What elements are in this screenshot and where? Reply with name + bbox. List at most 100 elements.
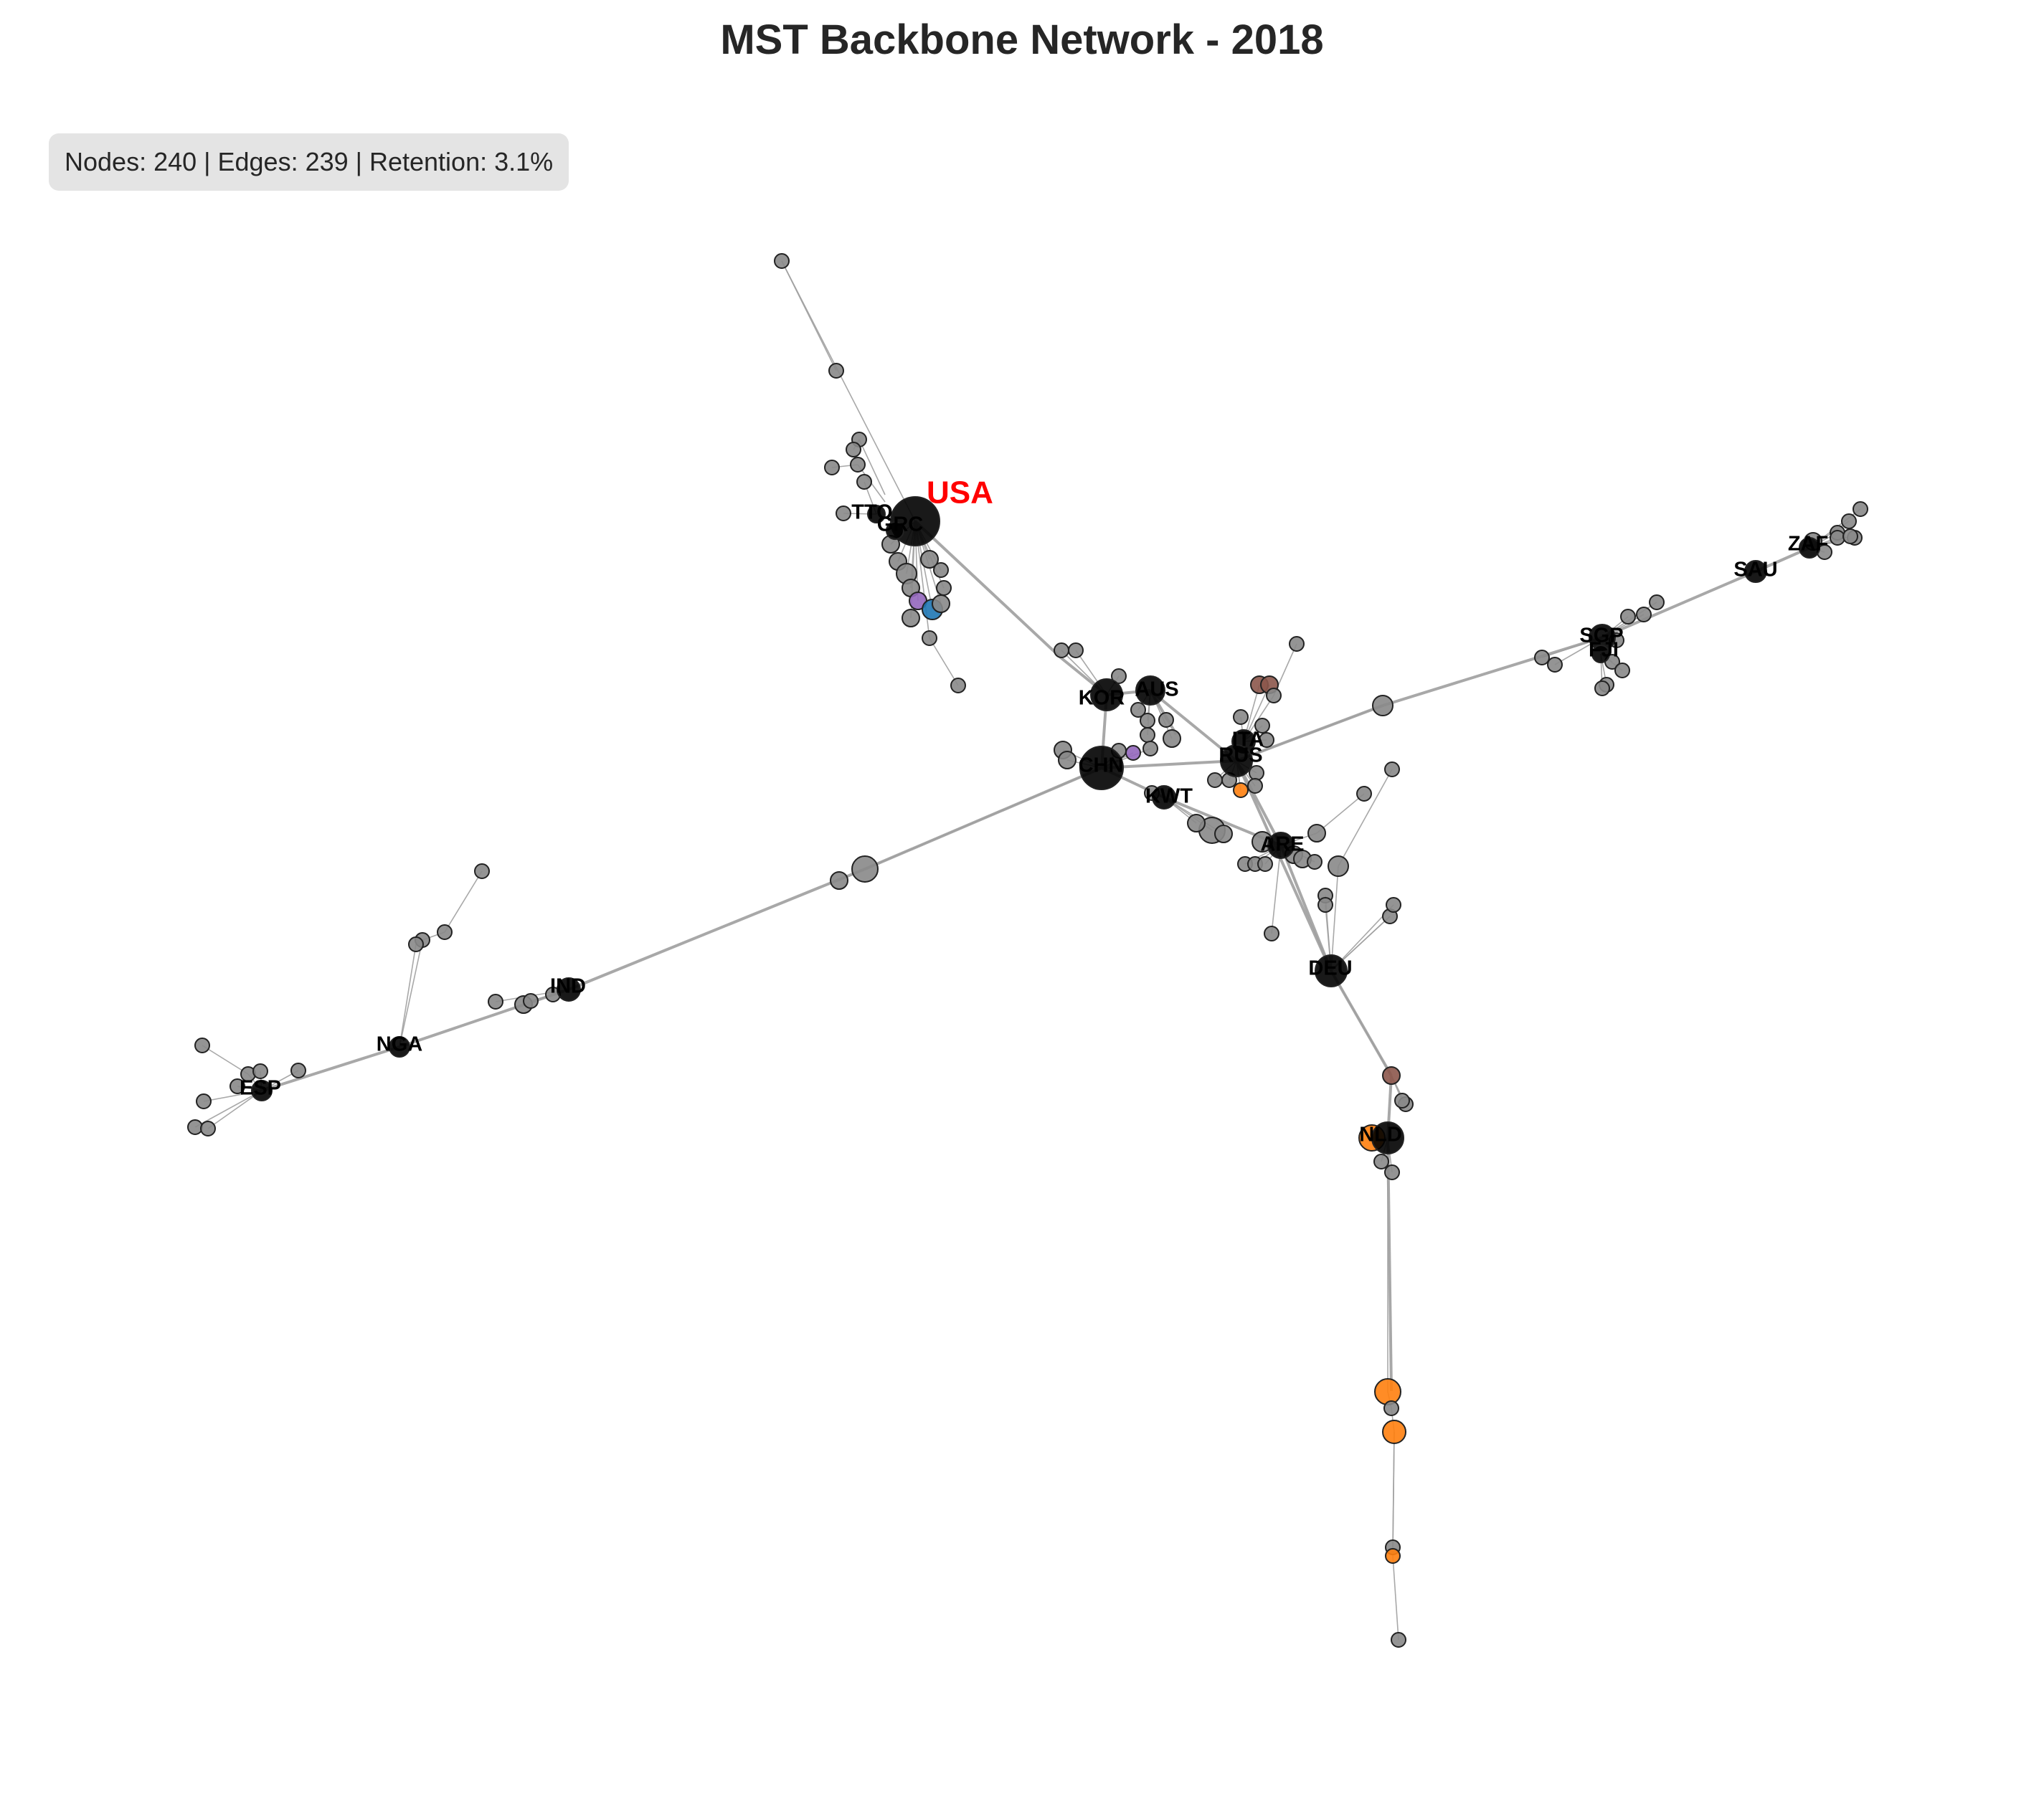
edge-layer	[194, 260, 1861, 1641]
node	[828, 363, 844, 379]
node-tto	[867, 505, 886, 523]
node-label-ita: ITA	[1232, 728, 1264, 751]
node	[920, 550, 939, 569]
node-deu	[1315, 954, 1348, 987]
node	[1384, 761, 1400, 777]
edge-minor	[781, 260, 916, 522]
node	[1111, 668, 1127, 684]
edge-backbone	[1101, 759, 1237, 769]
edge-backbone	[1279, 845, 1333, 972]
node-fji	[1591, 645, 1610, 663]
node	[902, 609, 920, 627]
node	[1534, 650, 1550, 665]
edge-minor	[207, 1090, 262, 1129]
edge-minor	[781, 260, 837, 371]
node-label-rus: RUS	[1219, 744, 1262, 767]
node	[1207, 772, 1223, 788]
node-sau	[1744, 560, 1767, 583]
node	[1187, 814, 1206, 832]
node-zaf	[1799, 537, 1820, 559]
node-kor	[1090, 678, 1123, 711]
node-label-zaf: ZAF	[1788, 533, 1828, 556]
node-label-chn: CHN	[1079, 754, 1124, 777]
node	[1257, 856, 1273, 872]
node	[194, 1038, 210, 1053]
edge-backbone	[1330, 970, 1393, 1076]
node-layer	[187, 253, 1868, 1648]
node-ind	[557, 977, 581, 1002]
node	[1259, 732, 1274, 748]
node	[836, 506, 851, 521]
node	[488, 994, 503, 1010]
node	[1649, 594, 1665, 610]
edge-minor	[444, 870, 483, 933]
edge-backbone	[568, 868, 866, 991]
node	[851, 855, 879, 883]
edge-backbone	[261, 1045, 400, 1092]
node	[1317, 897, 1333, 913]
highlight-label: USA	[927, 475, 993, 511]
node	[1547, 657, 1563, 673]
node-label-fji: FJI	[1589, 639, 1619, 662]
node	[1356, 786, 1372, 802]
node	[846, 442, 861, 457]
node	[1140, 727, 1155, 743]
edge-backbone	[1149, 689, 1238, 762]
node	[1058, 751, 1077, 769]
node	[1307, 854, 1323, 870]
edge-minor	[202, 1045, 249, 1075]
node	[1614, 663, 1630, 678]
node-label-are: ARE	[1260, 833, 1304, 856]
edge-minor	[1392, 1431, 1395, 1557]
chart-title: MST Backbone Network - 2018	[720, 16, 1324, 63]
node	[1382, 1420, 1406, 1444]
node	[1373, 1154, 1389, 1169]
node	[1254, 718, 1270, 734]
node	[1620, 609, 1636, 625]
node	[1385, 1548, 1401, 1564]
node	[1068, 642, 1084, 658]
edge-minor	[1316, 793, 1365, 834]
node	[856, 474, 872, 490]
node	[1394, 1093, 1410, 1109]
node	[1142, 741, 1158, 756]
node-are	[1267, 832, 1295, 859]
node	[1125, 745, 1141, 761]
node-label-esp: ESP	[240, 1077, 281, 1100]
node	[474, 863, 490, 879]
edge-minor	[1330, 865, 1339, 972]
node	[1289, 636, 1305, 652]
node	[200, 1121, 216, 1136]
node	[1140, 713, 1155, 728]
node	[933, 562, 949, 578]
node-rus	[1220, 744, 1253, 777]
node-label-nga: NGA	[377, 1033, 423, 1056]
node	[950, 678, 966, 693]
node	[1307, 824, 1326, 843]
node	[824, 460, 840, 475]
node	[230, 1078, 245, 1094]
node	[1383, 1400, 1399, 1416]
edge-minor	[1338, 769, 1393, 867]
node	[1214, 825, 1233, 843]
node-label-tto: TTO	[851, 501, 892, 524]
node	[1130, 702, 1146, 718]
node	[408, 936, 424, 952]
node	[1233, 782, 1249, 798]
edge-backbone	[1601, 570, 1756, 639]
edge-backbone	[399, 988, 569, 1048]
node	[1842, 528, 1858, 544]
node	[1386, 897, 1401, 913]
node	[850, 457, 866, 473]
node	[196, 1093, 212, 1109]
node-label-grc: GRC	[877, 513, 924, 536]
node	[932, 594, 950, 613]
node-label-deu: DEU	[1308, 957, 1352, 980]
stats-badge: Nodes: 240 | Edges: 239 | Retention: 3.1…	[49, 133, 569, 191]
edge-backbone	[1386, 1137, 1393, 1392]
node	[1158, 712, 1174, 728]
node-nga	[389, 1036, 410, 1058]
node-label-ind: IND	[550, 975, 586, 998]
